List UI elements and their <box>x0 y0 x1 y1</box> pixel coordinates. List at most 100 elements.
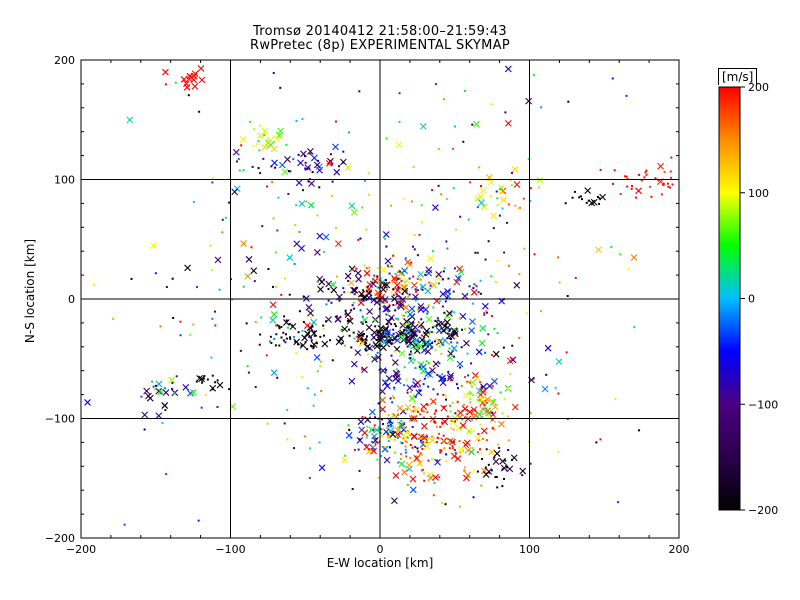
scatter-dot-marker <box>498 188 501 191</box>
scatter-dot-marker <box>504 111 507 114</box>
scatter-dot-marker <box>466 352 469 355</box>
scatter-dot-marker <box>480 416 483 419</box>
x-tick-label: −100 <box>215 543 245 556</box>
scatter-dot-marker <box>416 254 419 257</box>
colorbar-tick-label: 0 <box>748 293 755 306</box>
scatter-dot-marker <box>366 335 369 338</box>
scatter-dot-marker <box>669 186 672 189</box>
scatter-cross-marker <box>270 369 278 377</box>
scatter-dot-marker <box>554 386 557 389</box>
scatter-cross-marker <box>396 404 404 412</box>
scatter-cross-marker <box>370 296 378 304</box>
scatter-dot-marker <box>482 407 485 410</box>
scatter-dot-marker <box>441 373 444 376</box>
scatter-dot-marker <box>338 299 341 302</box>
scatter-dot-marker <box>173 392 176 395</box>
scatter-dot-marker <box>420 204 423 207</box>
scatter-dot-marker <box>506 466 509 469</box>
scatter-dot-marker <box>448 289 451 292</box>
scatter-dot-marker <box>421 288 424 291</box>
scatter-dot-marker <box>501 468 504 471</box>
scatter-dot-marker <box>434 348 437 351</box>
scatter-cross-marker <box>403 428 411 436</box>
scatter-dot-marker <box>448 447 451 450</box>
scatter-dot-marker <box>477 291 480 294</box>
scatter-dot-marker <box>322 250 325 253</box>
scatter-cross-marker <box>428 436 436 444</box>
scatter-cross-marker <box>261 127 269 135</box>
scatter-dot-marker <box>409 357 412 360</box>
scatter-cross-marker <box>412 337 420 344</box>
scatter-cross-marker <box>341 325 349 333</box>
scatter-cross-marker <box>406 310 414 318</box>
scatter-dot-marker <box>418 454 421 457</box>
scatter-cross-marker <box>380 266 387 274</box>
scatter-dot-marker <box>380 435 383 438</box>
scatter-cross-marker <box>329 281 337 289</box>
scatter-dot-marker <box>363 264 366 267</box>
scatter-dot-marker <box>349 317 352 320</box>
scatter-dot-marker <box>159 325 162 328</box>
scatter-dot-marker <box>432 494 435 497</box>
scatter-dot-marker <box>403 328 406 331</box>
scatter-dot-marker <box>567 100 570 103</box>
scatter-dot-marker <box>493 327 496 330</box>
scatter-dot-marker <box>221 231 224 234</box>
scatter-cross-marker <box>190 389 197 397</box>
scatter-cross-marker <box>555 358 563 366</box>
scatter-dot-marker <box>351 304 354 307</box>
scatter-dot-marker <box>481 457 484 460</box>
scatter-cross-marker <box>405 336 412 344</box>
scatter-dot-marker <box>250 246 253 249</box>
scatter-dot-marker <box>476 251 479 254</box>
scatter-dot-marker <box>266 136 269 139</box>
scatter-cross-marker <box>420 422 428 430</box>
scatter-dot-marker <box>161 422 164 425</box>
scatter-dot-marker <box>491 427 494 430</box>
scatter-cross-marker <box>366 308 374 315</box>
scatter-cross-marker <box>333 168 341 176</box>
scatter-dot-marker <box>472 496 475 499</box>
scatter-dot-marker <box>465 416 468 419</box>
scatter-dot-marker <box>414 299 417 302</box>
scatter-dot-marker <box>253 128 256 131</box>
scatter-cross-marker <box>630 254 638 261</box>
scatter-dot-marker <box>511 458 514 461</box>
scatter-cross-marker <box>395 141 403 149</box>
scatter-dot-marker <box>203 375 206 378</box>
scatter-dot-marker <box>490 354 493 357</box>
scatter-dot-marker <box>362 299 365 302</box>
scatter-dot-marker <box>413 358 416 361</box>
scatter-dot-marker <box>471 385 474 388</box>
scatter-dot-marker <box>273 140 276 143</box>
scatter-dot-marker <box>419 322 422 325</box>
scatter-dot-marker <box>202 377 205 380</box>
scatter-cross-marker <box>344 311 352 319</box>
scatter-dot-marker <box>427 459 430 462</box>
scatter-dot-marker <box>635 196 638 199</box>
scatter-dot-marker <box>304 161 307 164</box>
scatter-dot-marker <box>443 405 446 408</box>
scatter-dot-marker <box>566 295 569 298</box>
scatter-cross-marker <box>157 388 165 396</box>
scatter-dot-marker <box>302 295 305 298</box>
y-tick-label: −100 <box>45 413 75 426</box>
scatter-dot-marker <box>537 186 540 189</box>
scatter-dot-marker <box>501 207 504 210</box>
scatter-dot-marker <box>400 419 403 422</box>
scatter-dot-marker <box>206 378 209 381</box>
scatter-dot-marker <box>377 476 380 479</box>
scatter-dot-marker <box>358 469 361 472</box>
scatter-dot-marker <box>426 404 429 407</box>
scatter-dot-marker <box>454 336 457 339</box>
scatter-cross-marker <box>245 255 253 263</box>
scatter-dot-marker <box>476 451 479 454</box>
scatter-dot-marker <box>353 337 356 340</box>
scatter-dot-marker <box>390 317 393 320</box>
scatter-cross-marker <box>369 280 377 288</box>
chart-title-line1: Tromsø 20140412 21:58:00–21:59:43 <box>252 24 508 39</box>
scatter-cross-marker <box>303 322 311 330</box>
scatter-dot-marker <box>396 302 399 305</box>
scatter-cross-marker <box>274 135 281 143</box>
scatter-dot-marker <box>425 360 428 363</box>
